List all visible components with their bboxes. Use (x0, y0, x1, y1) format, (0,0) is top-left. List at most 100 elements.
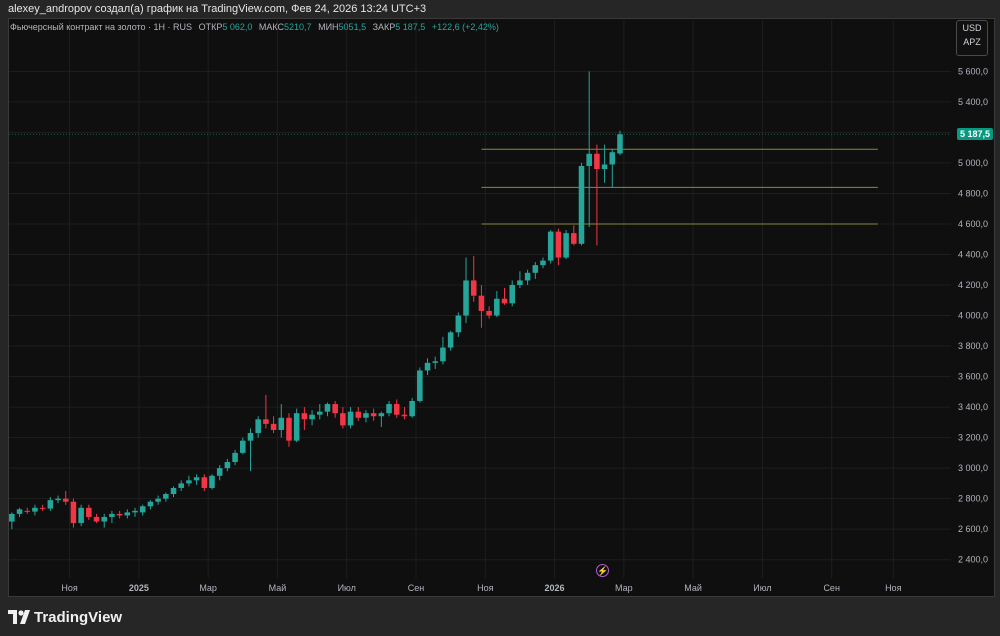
horizontal-levels (9, 133, 951, 225)
candle-body (278, 417, 285, 430)
candle-body (240, 440, 246, 453)
y-tick-label: 5 000,0 (958, 158, 988, 168)
candle-body (139, 506, 146, 513)
candle-body (209, 475, 215, 488)
candle-body (370, 413, 377, 417)
last-price-tag: 5 187,5 (957, 128, 993, 141)
candle-body (286, 417, 292, 441)
candle-body (509, 285, 515, 304)
y-tick-label: 3 200,0 (958, 433, 988, 443)
candle-body (24, 510, 31, 512)
y-tick-label: 3 400,0 (958, 402, 988, 412)
candle-body (116, 513, 123, 516)
candle-body (547, 231, 554, 261)
lightning-icon[interactable]: ⚡ (596, 564, 609, 577)
y-tick-label: 2 800,0 (958, 494, 988, 504)
y-tick-label: 3 600,0 (958, 372, 988, 382)
candle-body (216, 468, 223, 476)
close-label: ЗАКР (372, 22, 396, 32)
x-tick-label: Май (269, 583, 287, 593)
candle-body (186, 480, 192, 484)
top-bar: alexey_andropov создал(а) график на Trad… (0, 0, 1000, 18)
candle-body (501, 298, 508, 304)
candle-body (517, 280, 523, 286)
candle-body (617, 134, 623, 154)
candle-body (609, 152, 616, 165)
candle-body (224, 462, 231, 469)
x-tick-label: Июл (753, 583, 771, 593)
candle-body (332, 404, 338, 414)
candle-body (9, 513, 15, 522)
candle-body (440, 347, 446, 362)
candle-body (409, 400, 415, 417)
candle-body (109, 513, 115, 517)
y-tick-label: 5 400,0 (958, 97, 988, 107)
currency-selector[interactable]: USD АРZ (956, 20, 988, 56)
candle-body (478, 295, 485, 311)
chart-frame[interactable] (8, 18, 995, 597)
tradingview-logo[interactable]: TradingView (8, 607, 122, 627)
candle-body (540, 260, 546, 266)
candle-body (78, 507, 84, 524)
x-tick-label: Сен (408, 583, 425, 593)
grid-lines (9, 20, 951, 578)
symbol-legend: Фьючерсный контракт на золото · 1Н · RUS… (10, 22, 499, 32)
candle-body (47, 500, 54, 509)
candle-body (340, 413, 346, 426)
candle-body (39, 507, 46, 509)
candle-body (393, 404, 400, 415)
candle-body (586, 153, 592, 166)
candle-body (86, 507, 92, 517)
currency-code: USD (962, 23, 982, 33)
candle-body (470, 280, 477, 296)
x-tick-label: Ноя (885, 583, 902, 593)
y-tick-label: 2 400,0 (958, 555, 988, 565)
symbol-title: Фьючерсный контракт на золото · 1Н · RUS (10, 22, 193, 32)
candles (9, 71, 623, 530)
candle-body (578, 165, 585, 244)
candle-body (101, 516, 107, 522)
price-axis[interactable]: 2 400,0 2 600,0 2 800,0 3 000,0 3 200,0 3 400… (958, 66, 988, 564)
candle-body (563, 233, 569, 258)
candle-body (132, 510, 138, 513)
candle-body (463, 280, 469, 316)
x-tick-label: 2025 (129, 583, 149, 593)
candle-body (363, 413, 369, 418)
candle-body (147, 501, 154, 507)
candle-body (447, 332, 454, 348)
candle-body (93, 516, 100, 522)
currency-unit: АРZ (963, 37, 981, 47)
candle-body (355, 411, 362, 418)
candle-body (263, 419, 269, 424)
x-tick-label: Сен (823, 583, 840, 593)
candle-body (170, 487, 177, 495)
x-tick-label: Ноя (477, 583, 494, 593)
candle-body (594, 153, 600, 170)
close-value: 5 187,5 (395, 22, 426, 32)
y-tick-label: 4 200,0 (958, 280, 988, 290)
time-axis[interactable]: Ноя 2025 Мар Май Июл Сен Ноя 2026 Мар Май Июл Сен Но… (61, 583, 901, 593)
candle-body (486, 310, 492, 316)
candle-body (247, 433, 254, 441)
low-value: 5051,5 (338, 22, 367, 32)
high-value: 5210,7 (284, 22, 312, 32)
candle-body (193, 477, 200, 481)
candle-body (424, 362, 431, 371)
candle-body (455, 315, 462, 333)
x-tick-label: Мар (615, 583, 633, 593)
candle-body (378, 413, 385, 417)
x-tick-label: Мар (199, 583, 217, 593)
y-tick-label: 2 600,0 (958, 524, 988, 534)
candle-body (309, 414, 315, 420)
candle-body (324, 404, 331, 412)
candle-body (417, 370, 423, 401)
y-tick-label: 4 600,0 (958, 219, 988, 229)
candle-body (301, 413, 308, 420)
x-tick-label: 2026 (545, 583, 565, 593)
candle-body (62, 498, 69, 502)
candle-body (555, 231, 562, 258)
y-tick-label: 4 000,0 (958, 311, 988, 321)
candle-body (571, 233, 577, 244)
y-tick-label: 3 800,0 (958, 341, 988, 351)
